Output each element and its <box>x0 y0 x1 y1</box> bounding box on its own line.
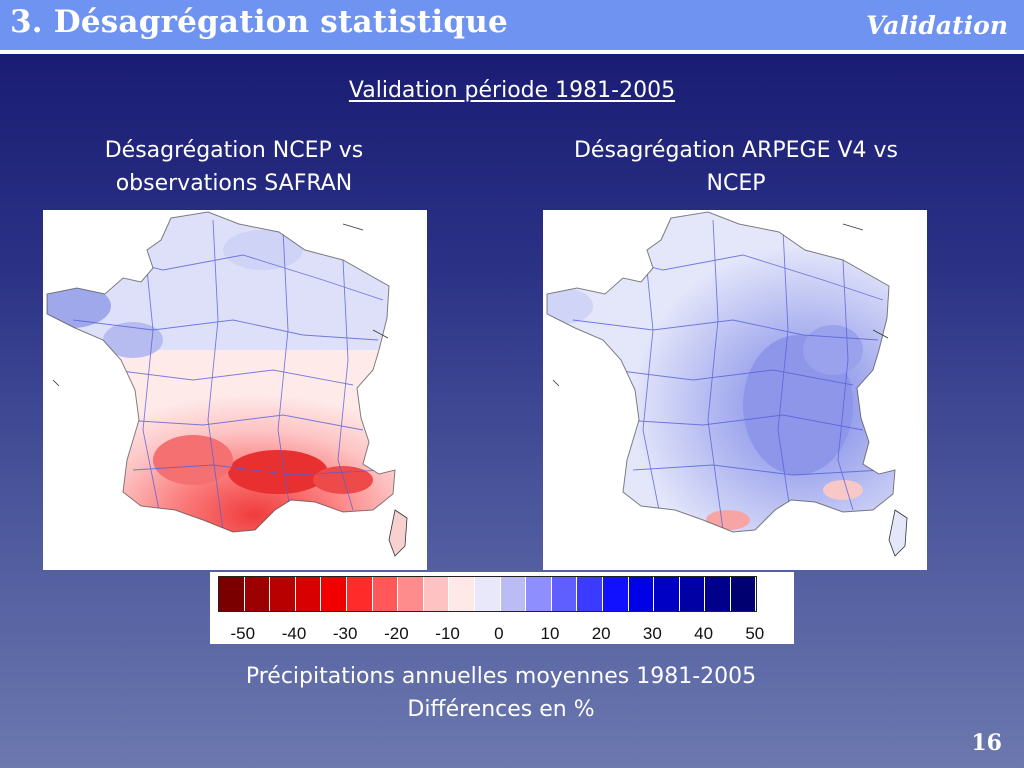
colorbar-swatch <box>346 577 373 611</box>
colorbar-tick-label: 30 <box>642 624 662 643</box>
right-panel-title-line1: Désagrégation ARPEGE V4 vs <box>573 138 899 163</box>
colorbar-swatch <box>679 577 706 611</box>
colorbar-swatch <box>219 577 245 611</box>
colorbar-swatch <box>705 577 731 611</box>
colorbar-swatch <box>551 577 578 611</box>
colorbar-legend: -50 -40 -30 -20 -10 0 10 20 30 40 50 <box>210 572 794 644</box>
colorbar-swatches <box>218 576 758 612</box>
left-map-svg <box>43 210 427 570</box>
colorbar-tick-label: -20 <box>384 624 409 643</box>
colorbar-swatch <box>449 577 475 611</box>
subtitle: Validation période 1981-2005 <box>348 78 676 103</box>
left-panel-title-line2: observations SAFRAN <box>115 171 353 196</box>
colorbar-swatch <box>654 577 680 611</box>
colorbar-swatch <box>602 577 629 611</box>
left-panel-title-line1: Désagrégation NCEP vs <box>104 138 364 163</box>
colorbar-swatch <box>474 577 501 611</box>
colorbar-tick-label: 10 <box>540 624 560 643</box>
colorbar-swatch <box>577 577 603 611</box>
slide-title: 3. Désagrégation statistique <box>10 4 508 40</box>
colorbar-swatch <box>244 577 271 611</box>
colorbar-tick-label: -50 <box>230 624 256 643</box>
caption-line2: Différences en % <box>407 697 595 722</box>
right-map <box>543 210 927 570</box>
left-map <box>43 210 427 570</box>
colorbar-tick-label: 20 <box>591 624 611 643</box>
colorbar-swatch <box>295 577 322 611</box>
colorbar-tick-label: -40 <box>281 624 307 643</box>
caption-line1: Précipitations annuelles moyennes 1981-2… <box>245 664 757 689</box>
colorbar-tick-label: 40 <box>694 624 714 643</box>
colorbar-swatch <box>321 577 347 611</box>
colorbar-tick-label: 50 <box>745 624 765 643</box>
colorbar-swatch <box>500 577 527 611</box>
colorbar-swatch <box>730 577 757 611</box>
right-panel-title: Désagrégation ARPEGE V4 vs NCEP <box>536 134 936 200</box>
left-panel-title: Désagrégation NCEP vs observations SAFRA… <box>34 134 434 200</box>
right-map-svg <box>543 210 927 570</box>
colorbar-swatch <box>526 577 552 611</box>
colorbar-swatch <box>270 577 296 611</box>
right-panel-title-line2: NCEP <box>706 171 766 196</box>
header-bar: 3. Désagrégation statistique Validation <box>0 0 1024 54</box>
caption: Précipitations annuelles moyennes 1981-2… <box>0 660 1002 726</box>
colorbar-swatch <box>398 577 424 611</box>
colorbar-swatch <box>423 577 450 611</box>
colorbar-ticks: -50 -40 -30 -20 -10 0 10 20 30 40 50 <box>218 624 788 644</box>
colorbar-tick-label: 0 <box>494 624 504 643</box>
colorbar-swatch <box>628 577 655 611</box>
colorbar-swatch <box>372 577 399 611</box>
page-number: 16 <box>971 730 1002 756</box>
colorbar-tick-label: -10 <box>435 624 460 643</box>
section-label: Validation <box>866 11 1008 40</box>
colorbar-tick-label: -30 <box>332 624 358 643</box>
